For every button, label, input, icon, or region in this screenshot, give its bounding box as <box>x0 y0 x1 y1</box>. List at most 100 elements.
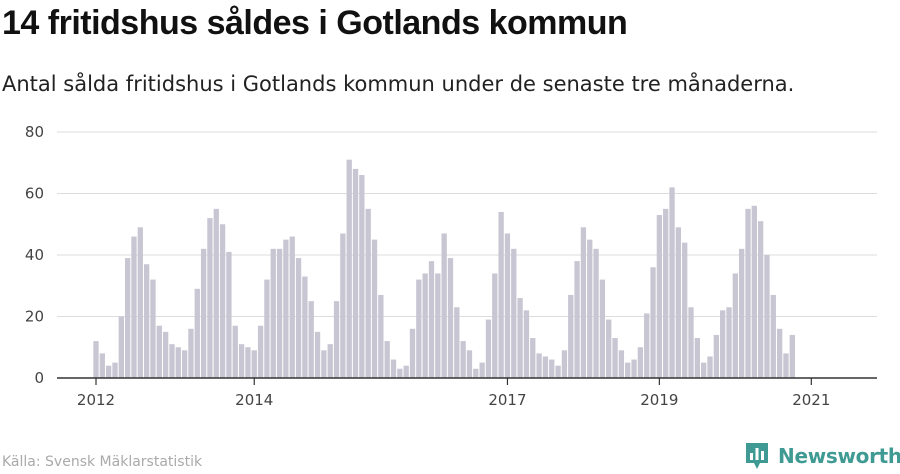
bar <box>473 368 479 378</box>
bar <box>302 276 308 378</box>
x-axis: 2012 2014 2017 2019 2021 <box>57 377 877 409</box>
bar <box>162 331 169 378</box>
bar <box>466 350 473 378</box>
bar <box>251 350 257 378</box>
bar <box>783 353 789 378</box>
bar <box>384 341 390 378</box>
bar <box>289 236 295 378</box>
chart-title: 14 fritidshus såldes i Gotlands kommun <box>2 4 628 42</box>
bar <box>295 258 302 378</box>
bar <box>181 350 188 378</box>
bar <box>270 248 276 378</box>
bar <box>720 310 726 378</box>
bar <box>143 264 150 378</box>
bar <box>644 313 650 378</box>
bar <box>447 258 454 378</box>
bar <box>175 347 181 378</box>
bar <box>593 248 599 378</box>
bar <box>656 215 663 378</box>
bar <box>732 273 738 378</box>
bar <box>200 248 207 378</box>
x-tick-label: 2019 <box>640 391 678 409</box>
bar <box>441 233 447 378</box>
bar <box>169 344 175 378</box>
bar <box>770 294 776 378</box>
bar <box>232 325 238 378</box>
bar <box>219 224 226 378</box>
bar <box>422 273 428 378</box>
bar <box>371 239 378 378</box>
bar <box>536 353 542 378</box>
bar <box>682 242 688 378</box>
bar <box>580 227 587 378</box>
bar <box>479 362 485 378</box>
bar <box>460 341 466 378</box>
x-tick-label: 2017 <box>488 391 526 409</box>
bar <box>511 248 517 378</box>
bar <box>726 307 732 378</box>
bar <box>333 301 340 378</box>
bar <box>764 255 770 378</box>
bar <box>314 331 321 378</box>
bar <box>713 334 719 378</box>
y-tick-label: 20 <box>25 308 44 326</box>
bar <box>131 236 137 378</box>
highlight-value-label: 14 <box>816 0 835 4</box>
bar <box>523 310 530 378</box>
bar <box>504 233 511 378</box>
brand-name: Newsworthy <box>778 444 900 468</box>
bar <box>675 227 682 378</box>
bar <box>359 175 365 378</box>
bar <box>758 221 764 378</box>
bar <box>188 328 194 378</box>
bar <box>238 344 245 378</box>
bar <box>93 341 99 378</box>
bar <box>688 307 694 378</box>
bar <box>365 208 371 378</box>
bar <box>156 325 162 378</box>
newsworthy-logo-icon <box>746 443 768 469</box>
bar <box>587 239 593 378</box>
brand-logo[interactable]: Newsworthy <box>744 440 900 472</box>
y-tick-label: 0 <box>34 369 44 387</box>
bar <box>599 279 606 378</box>
chart-subtitle: Antal sålda fritidshus i Gotlands kommun… <box>2 72 795 96</box>
bar <box>618 350 625 378</box>
bar <box>416 279 422 378</box>
bar <box>150 279 156 378</box>
bar <box>207 218 213 378</box>
bar <box>283 239 289 378</box>
bar <box>99 353 105 378</box>
bar <box>125 258 131 378</box>
bar <box>751 205 757 378</box>
bar <box>555 365 561 378</box>
bar <box>397 368 403 378</box>
bar <box>435 273 441 378</box>
bar <box>694 338 700 378</box>
bar <box>530 338 536 378</box>
y-tick-label: 60 <box>25 185 44 203</box>
bar <box>112 362 118 378</box>
bar <box>542 356 549 378</box>
bar <box>669 187 675 378</box>
bar <box>498 211 504 378</box>
bar <box>485 319 492 378</box>
bar <box>739 248 745 378</box>
bar <box>327 344 333 378</box>
bar <box>226 251 232 378</box>
source-note: Källa: Svensk Mäklarstatistik <box>2 454 203 470</box>
bar <box>701 362 707 378</box>
bar <box>352 168 359 378</box>
bar <box>390 359 397 378</box>
chart-annotations: 14 <box>816 0 835 4</box>
bar <box>745 208 751 378</box>
bar <box>776 328 783 378</box>
x-tick-label: 2012 <box>77 391 115 409</box>
bar <box>264 279 270 378</box>
x-tick-label: 2021 <box>792 391 830 409</box>
bar <box>549 359 555 378</box>
bar <box>606 319 612 378</box>
bar <box>194 288 200 378</box>
bar <box>346 159 352 378</box>
